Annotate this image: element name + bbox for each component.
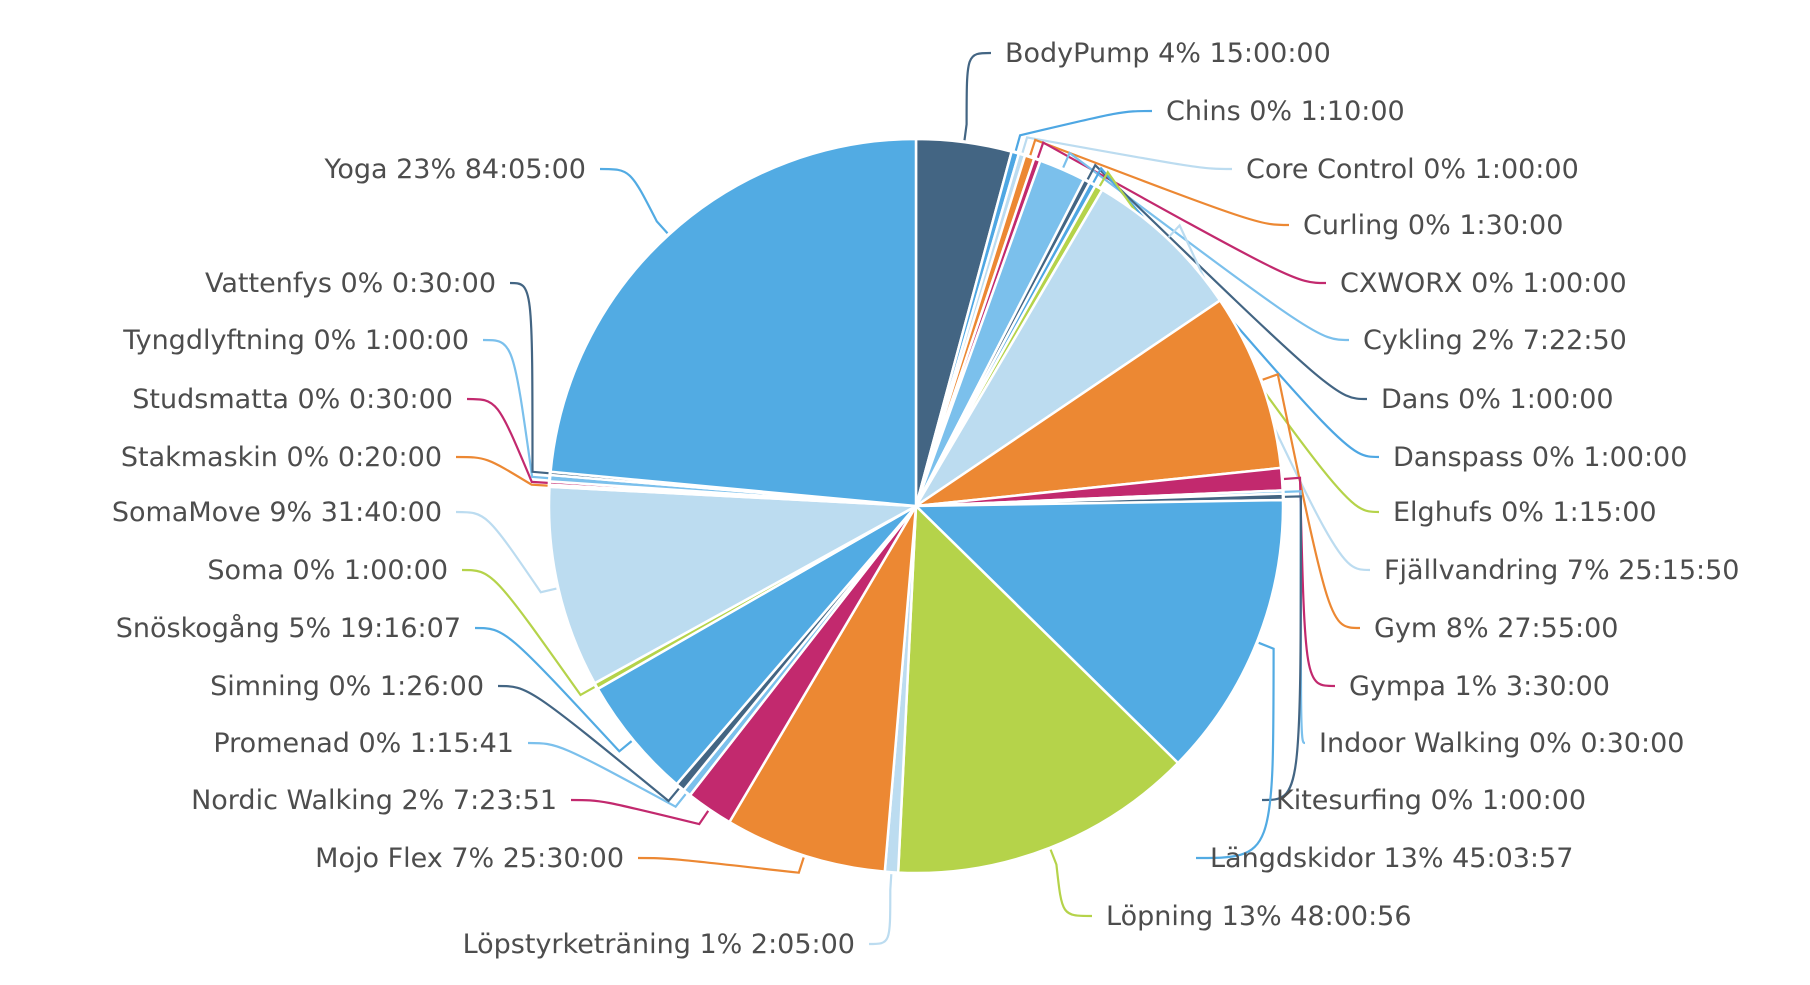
connector-bodypump bbox=[963, 51, 992, 141]
data-label-fjallvandring: Fjällvandring 7% 25:15:50 bbox=[1384, 555, 1739, 586]
pie-slice-lopning[interactable] bbox=[896, 503, 1180, 875]
pie-slice-yoga[interactable] bbox=[549, 137, 918, 508]
data-label-stakmaskin: Stakmaskin 0% 0:20:00 bbox=[121, 442, 442, 473]
data-label-studsmatta: Studsmatta 0% 0:30:00 bbox=[132, 384, 453, 415]
pie-slice-langdskidor[interactable] bbox=[912, 498, 1285, 765]
data-label-nordic-walking: Nordic Walking 2% 7:23:51 bbox=[191, 785, 557, 816]
data-label-somamove: SomaMove 9% 31:40:00 bbox=[112, 497, 442, 528]
pie-slice-gym[interactable] bbox=[915, 298, 1283, 508]
data-label-dans: Dans 0% 1:00:00 bbox=[1381, 384, 1614, 415]
data-label-lopstyrketraning: Löpstyrketräning 1% 2:05:00 bbox=[463, 929, 855, 960]
data-label-langdskidor: Längdskidor 13% 45:03:57 bbox=[1210, 843, 1573, 874]
pie-slice-fjallvandring[interactable] bbox=[914, 188, 1222, 508]
data-label-indoor-walking: Indoor Walking 0% 0:30:00 bbox=[1319, 728, 1684, 759]
data-label-danspass: Danspass 0% 1:00:00 bbox=[1393, 442, 1687, 473]
connector-gym bbox=[1262, 372, 1361, 630]
pie-slice-mojo-flex[interactable] bbox=[727, 505, 918, 874]
data-label-gym: Gym 8% 27:55:00 bbox=[1374, 613, 1618, 644]
data-label-cykling: Cykling 2% 7:22:50 bbox=[1363, 325, 1627, 356]
data-label-core-control: Core Control 0% 1:00:00 bbox=[1246, 154, 1579, 185]
data-label-cxworx: CXWORX 0% 1:00:00 bbox=[1340, 268, 1627, 299]
data-label-gympa: Gympa 1% 3:30:00 bbox=[1349, 671, 1610, 702]
connector-lopstyrketraning bbox=[868, 874, 893, 946]
data-label-bodypump: BodyPump 4% 15:00:00 bbox=[1005, 38, 1331, 69]
connector-gympa bbox=[1283, 476, 1336, 688]
connector-simning bbox=[497, 684, 680, 803]
connector-stakmaskin bbox=[455, 455, 548, 487]
data-label-mojo-flex: Mojo Flex 7% 25:30:00 bbox=[315, 843, 624, 874]
connector-kitesurfing bbox=[1261, 495, 1303, 802]
data-label-tyngdlyftning: Tyngdlyftning 0% 1:00:00 bbox=[122, 325, 469, 356]
data-label-snoskogang: Snöskogång 5% 19:16:07 bbox=[116, 613, 461, 644]
connector-yoga bbox=[599, 167, 669, 234]
data-label-chins: Chins 0% 1:10:00 bbox=[1166, 96, 1405, 127]
connector-curling bbox=[1029, 138, 1290, 227]
connector-lopning bbox=[1049, 849, 1093, 918]
connector-vattenfys bbox=[509, 281, 549, 475]
data-label-vattenfys: Vattenfys 0% 0:30:00 bbox=[205, 268, 496, 299]
connector-studsmatta bbox=[466, 397, 548, 484]
data-label-lopning: Löpning 13% 48:00:56 bbox=[1106, 901, 1412, 932]
connector-tyngdlyftning bbox=[482, 338, 549, 480]
pie-slices bbox=[547, 137, 1285, 875]
data-label-kitesurfing: Kitesurfing 0% 1:00:00 bbox=[1276, 785, 1586, 816]
data-label-soma: Soma 0% 1:00:00 bbox=[207, 555, 448, 586]
connector-promenad bbox=[527, 741, 687, 809]
data-label-promenad: Promenad 0% 1:15:41 bbox=[213, 728, 514, 759]
data-label-yoga: Yoga 23% 84:05:00 bbox=[323, 154, 586, 185]
data-label-elghufs: Elghufs 0% 1:15:00 bbox=[1393, 497, 1657, 528]
data-label-curling: Curling 0% 1:30:00 bbox=[1303, 210, 1563, 241]
label-connectors bbox=[455, 51, 1380, 946]
data-label-simning: Simning 0% 1:26:00 bbox=[210, 671, 484, 702]
connector-cxworx bbox=[1036, 141, 1327, 285]
data-labels: BodyPump 4% 15:00:00 Chins 0% 1:10:00 Core… bbox=[112, 38, 1740, 960]
connector-chins bbox=[1014, 109, 1153, 151]
connector-soma bbox=[461, 568, 596, 697]
connector-dans bbox=[1086, 163, 1368, 401]
connector-snoskogang bbox=[474, 626, 633, 753]
connector-mojo-flex bbox=[637, 856, 805, 874]
connector-somamove bbox=[455, 510, 557, 594]
pie-slice-somamove[interactable] bbox=[547, 485, 921, 685]
connector-core-control bbox=[1021, 136, 1233, 171]
connector-nordic-walking bbox=[570, 798, 710, 826]
connector-langdskidor bbox=[1195, 641, 1275, 860]
